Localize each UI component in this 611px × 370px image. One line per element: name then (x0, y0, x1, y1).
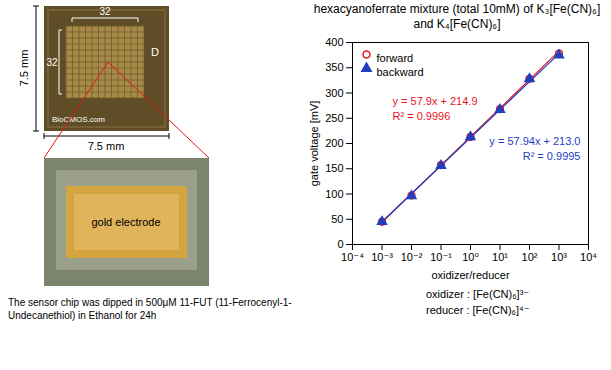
svg-text:10⁻¹: 10⁻¹ (430, 251, 452, 263)
svg-text:gate voltage [mV]: gate voltage [mV] (308, 101, 320, 187)
svg-text:10²: 10² (522, 251, 538, 263)
svg-text:0: 0 (337, 238, 343, 250)
html-text:hexacyanoferrate mixture (tota: hexacyanoferrate mixture (total 10mM) of… (313, 2, 601, 31)
svg-text:10³: 10³ (551, 251, 567, 263)
svg-text:400: 400 (325, 36, 343, 48)
svg-text:50: 50 (331, 213, 343, 225)
html-text:reducer : [Fe(CN)₆]⁴⁻: reducer : [Fe(CN)₆]⁴⁻ (426, 304, 530, 316)
svg-text:backward: backward (377, 66, 424, 78)
svg-text:32: 32 (99, 6, 111, 17)
svg-text:250: 250 (325, 112, 343, 124)
svg-text:300: 300 (325, 87, 343, 99)
svg-text:R² = 0.9996: R² = 0.9996 (393, 110, 451, 122)
html-text:oxidizer : [Fe(CN)₆]³⁻: oxidizer : [Fe(CN)₆]³⁻ (426, 288, 530, 300)
svg-text:10⁴: 10⁴ (580, 251, 597, 263)
svg-text:10⁻³: 10⁻³ (371, 251, 393, 263)
svg-text:200: 200 (325, 137, 343, 149)
svg-text:y = 57.94x + 213.0: y = 57.94x + 213.0 (489, 135, 580, 147)
svg-text:D: D (151, 46, 159, 58)
svg-text:7.5 mm: 7.5 mm (18, 50, 30, 87)
svg-text:100: 100 (325, 188, 343, 200)
svg-text:forward: forward (377, 52, 414, 64)
svg-text:150: 150 (325, 162, 343, 174)
svg-text:10⁻²: 10⁻² (401, 251, 423, 263)
svg-text:BioCMOS.com: BioCMOS.com (52, 115, 105, 124)
svg-text:10⁰: 10⁰ (462, 251, 479, 263)
svg-text:7.5 mm: 7.5 mm (88, 140, 125, 152)
svg-text:350: 350 (325, 61, 343, 73)
html-text:The sensor chip was dipped in: The sensor chip was dipped in 500μM 11-F… (8, 297, 292, 321)
svg-text:10⁻⁴: 10⁻⁴ (341, 251, 364, 263)
svg-text:10¹: 10¹ (492, 251, 508, 263)
svg-text:oxidizer/reducer: oxidizer/reducer (431, 269, 510, 281)
svg-text:R² = 0.9995: R² = 0.9995 (523, 150, 581, 162)
svg-text:32: 32 (46, 57, 58, 68)
svg-text:y = 57.9x + 214.9: y = 57.9x + 214.9 (393, 95, 478, 107)
svg-text:gold electrode: gold electrode (91, 216, 160, 228)
